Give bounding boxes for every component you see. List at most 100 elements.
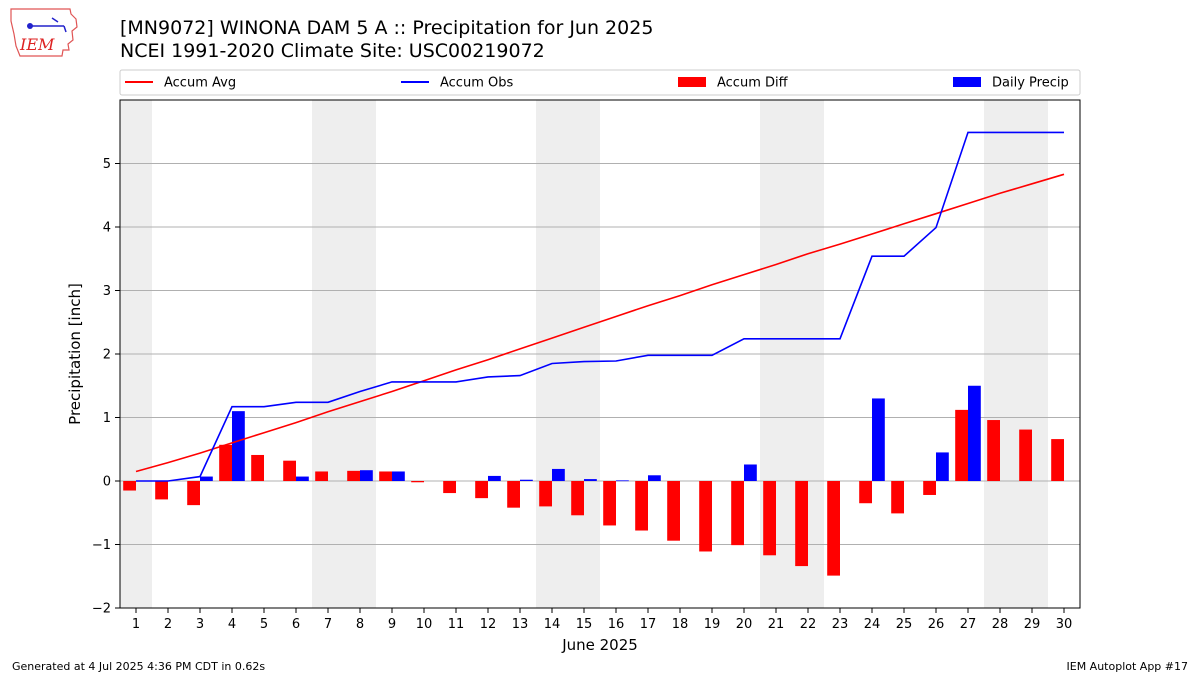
lines-layer (135, 131, 1065, 482)
legend-box (119, 69, 1081, 96)
x-tick-label-12: 12 (480, 617, 497, 632)
daily-precip-bar-day-13 (520, 479, 533, 481)
y-tick-label-5: 3 (103, 284, 111, 299)
y-tick-label-7: 5 (103, 157, 111, 172)
legend-label-accum-obs: Accum Obs (440, 76, 513, 91)
x-tick-label-15: 15 (576, 617, 593, 632)
x-tick-label-27: 27 (960, 617, 977, 632)
accum-diff-bar-day-15 (571, 481, 584, 516)
accum-diff-bar-day-5 (251, 454, 264, 481)
daily-precip-bar-day-20 (744, 464, 757, 481)
y-tick-label-2: 0 (103, 475, 111, 490)
accum-diff-bar-day-12 (475, 481, 488, 499)
daily-precip-bar-day-6 (296, 476, 309, 481)
x-tick-label-2: 2 (164, 617, 172, 632)
logo-pipe-icon (30, 17, 67, 33)
accum-diff-bar-day-14 (539, 481, 552, 507)
x-tick-label-10: 10 (416, 617, 433, 632)
x-tick-label-16: 16 (608, 617, 625, 632)
y-tick-label-6: 4 (103, 221, 111, 236)
accum-diff-bar-day-17 (635, 481, 648, 531)
accum-diff-bar-day-28 (987, 420, 1000, 481)
x-tick-label-11: 11 (448, 617, 465, 632)
x-tick-label-29: 29 (1024, 617, 1041, 632)
x-tick-label-26: 26 (928, 617, 945, 632)
logo-text: IEM (19, 35, 55, 54)
x-tick-label-3: 3 (196, 617, 204, 632)
x-tick-label-8: 8 (356, 617, 364, 632)
chart-legend: Accum Avg Accum Obs Accum Diff Daily Precip (119, 69, 1081, 96)
x-axis-label: June 2025 (561, 636, 638, 654)
accum-diff-bar-day-7 (315, 471, 328, 481)
accum-diff-bar-day-1 (123, 481, 136, 491)
x-tick-label-14: 14 (544, 617, 561, 632)
x-tick-label-20: 20 (736, 617, 753, 632)
iem-logo: IEM (10, 8, 78, 57)
x-tick-label-5: 5 (260, 617, 268, 632)
accum-diff-bar-day-11 (443, 481, 456, 494)
daily-precip-bar-day-27 (968, 385, 981, 481)
legend-label-accum-diff: Accum Diff (717, 76, 789, 91)
y-axis: −2 −1 0 1 2 3 4 5 (92, 157, 120, 617)
iowa-outline-shape (10, 8, 78, 57)
footer-generated: Generated at 4 Jul 2025 4:36 PM CDT in 0… (12, 660, 266, 673)
x-tick-label-7: 7 (324, 617, 332, 632)
x-tick-label-19: 19 (704, 617, 721, 632)
accum-diff-bar-day-21 (763, 481, 776, 556)
y-tick-label-4: 2 (103, 348, 111, 363)
x-tick-label-22: 22 (800, 617, 817, 632)
footer-app-id: IEM Autoplot App #17 (1066, 660, 1189, 673)
accum-avg-line (135, 173, 1065, 473)
daily-precip-bar-day-9 (392, 471, 405, 481)
x-tick-label-13: 13 (512, 617, 529, 632)
legend-label-daily-precip: Daily Precip (992, 76, 1069, 91)
precipitation-chart: Accum Avg Accum Obs Accum Diff Daily Precip… (66, 69, 1081, 654)
x-tick-label-17: 17 (640, 617, 657, 632)
accum-diff-bar-day-13 (507, 481, 520, 508)
legend-swatch-daily-precip (953, 77, 981, 87)
chart-subtitle: NCEI 1991-2020 Climate Site: USC00219072 (120, 40, 545, 62)
y-tick-label-1: −1 (92, 538, 111, 553)
accum-obs-line (136, 131, 1064, 482)
accum-diff-bar-day-25 (891, 481, 904, 514)
y-tick-label-0: −2 (92, 602, 111, 617)
x-tick-label-23: 23 (832, 617, 849, 632)
x-tick-label-25: 25 (896, 617, 913, 632)
daily-precip-bar-day-14 (552, 468, 565, 481)
daily-precip-bar-day-8 (360, 470, 373, 481)
accum-diff-bar-day-23 (827, 481, 840, 576)
accum-diff-bar-day-20 (731, 481, 744, 546)
x-tick-label-6: 6 (292, 617, 300, 632)
x-tick-label-1: 1 (132, 617, 140, 632)
accum-diff-bar-day-16 (603, 481, 616, 526)
accum-diff-bar-day-24 (859, 481, 872, 504)
legend-swatch-accum-diff (678, 77, 706, 87)
accum-diff-bar-day-26 (923, 481, 936, 495)
x-tick-label-28: 28 (992, 617, 1009, 632)
accum-diff-bar-day-30 (1051, 439, 1064, 481)
daily-precip-bar-day-26 (936, 452, 949, 481)
y-axis-label: Precipitation [inch] (66, 283, 84, 425)
accum-diff-bar-day-22 (795, 481, 808, 567)
x-tick-label-30: 30 (1056, 617, 1073, 632)
x-tick-label-9: 9 (388, 617, 396, 632)
accum-diff-bar-day-9 (379, 471, 392, 481)
daily-precip-bar-day-4 (232, 411, 245, 481)
legend-label-accum-avg: Accum Avg (164, 76, 236, 91)
accum-diff-bar-day-8 (347, 470, 360, 481)
x-axis: 1 2 3 4 5 6 7 8 9 10 11 12 13 14 15 16 17 18 19 20 21 22 23 24 2… (132, 608, 1072, 632)
daily-precip-bar-day-15 (584, 479, 597, 481)
daily-precip-bar-day-24 (872, 398, 885, 481)
accum-diff-bar-day-4 (219, 444, 232, 481)
x-tick-label-4: 4 (228, 617, 236, 632)
accum-diff-bar-day-29 (1019, 429, 1032, 481)
accum-diff-bar-day-27 (955, 409, 968, 481)
x-tick-label-21: 21 (768, 617, 785, 632)
accum-diff-bar-day-6 (283, 460, 296, 481)
daily-precip-bar-day-17 (648, 475, 661, 481)
daily-precip-bar-day-3 (200, 476, 213, 481)
chart-title: [MN9072] WINONA DAM 5 A :: Precipitation… (120, 17, 654, 39)
daily-precip-bar-day-12 (488, 475, 501, 481)
accum-diff-bar-day-2 (155, 481, 168, 500)
x-tick-label-18: 18 (672, 617, 689, 632)
